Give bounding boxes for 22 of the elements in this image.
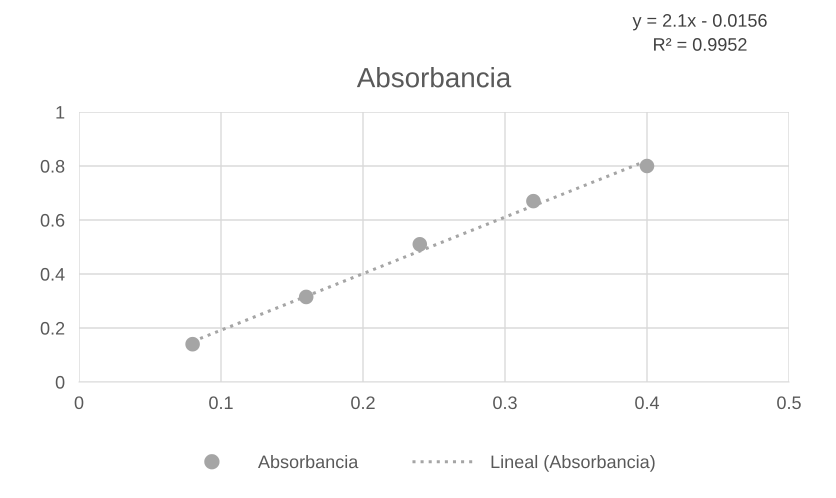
y-tick-label: 0 [56,376,64,389]
text: y = 2.1x - 0.0156 [632,14,767,30]
x-tick-label: 0.3 [493,396,517,410]
x-tick-label: 0 [74,396,84,410]
point [298,290,314,304]
y-tick-label: 0.2 [40,322,64,335]
point [640,158,654,174]
legend-label: Absorbancia [258,454,358,468]
x-tick-label: 0.4 [635,396,660,410]
x-tick-label: 0.5 [777,396,801,410]
point [185,336,200,352]
y-tick-label: 0.6 [40,214,64,227]
point [526,194,541,208]
point [412,237,428,252]
x-tick-label: 0.2 [351,396,375,410]
y-tick-label: 1 [56,106,64,119]
legend-label: Lineal (Absorbancia) [492,454,655,472]
x-tick-label: 0.1 [209,396,233,410]
y-tick-label: 0.4 [40,268,65,281]
text: R² = 0.9952 [654,38,747,51]
chart-title: Absorbancia [356,67,512,88]
y-tick-label: 0.8 [40,160,64,173]
